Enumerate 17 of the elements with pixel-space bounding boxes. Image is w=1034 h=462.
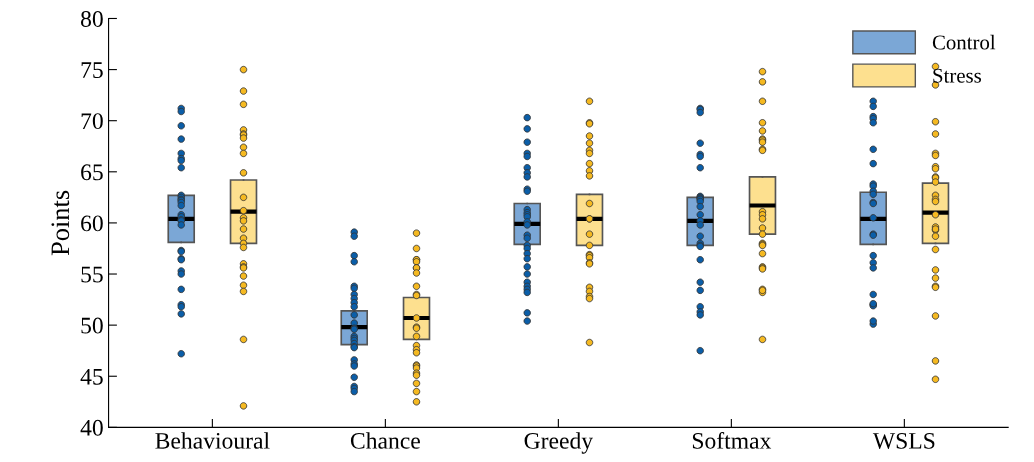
y-tick-label: 80 (81, 10, 103, 27)
legend-label: Control (932, 34, 996, 50)
x-tick-label: WSLS (872, 432, 935, 449)
y-tick-label: 75 (81, 62, 103, 79)
y-tick-label: 45 (80, 368, 103, 385)
legend-label: Stress (933, 68, 982, 83)
y-tick-label: 70 (81, 113, 103, 130)
y-tick-label: 65 (81, 164, 103, 181)
x-tick-label: Softmax (692, 431, 772, 449)
x-tick-label: Greedy (524, 432, 594, 454)
y-axis-title: Points (51, 190, 70, 256)
y-tick-label: 60 (81, 215, 103, 232)
y-tick-label: 55 (81, 266, 103, 283)
y-tick-label: 50 (81, 317, 103, 334)
y-tick-label: 40 (80, 419, 103, 436)
x-tick-label: Chance (350, 432, 420, 449)
x-tick-label: Behavioural (155, 432, 270, 449)
